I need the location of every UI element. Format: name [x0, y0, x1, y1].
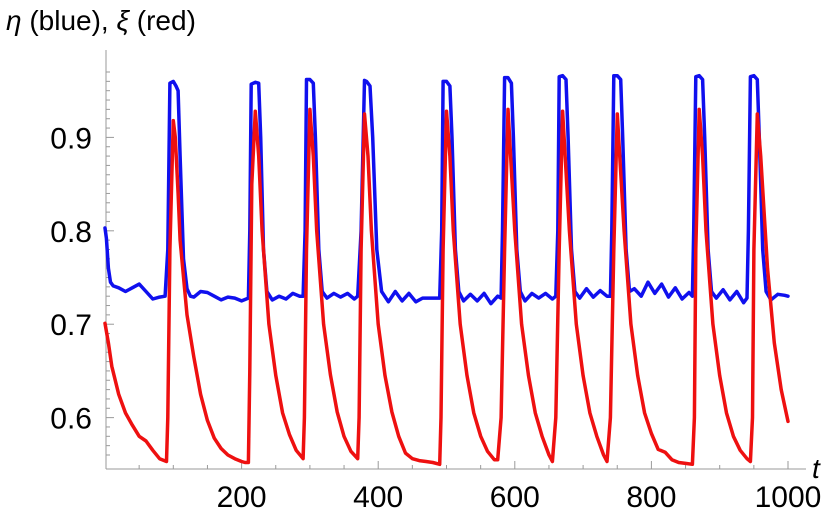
y-axis-title-blue: (blue), [22, 5, 117, 36]
axes: 200 400 600 800 1000 0.6 0.7 0.8 0.9 [50, 50, 821, 514]
y-tick-label: 0.9 [50, 122, 92, 155]
y-axis-title-eta: η [6, 5, 22, 36]
x-tick-label: 600 [490, 481, 540, 514]
series-xi-red-line [103, 107, 790, 467]
y-tick-label: 0.8 [50, 216, 92, 249]
x-tick-label: 200 [217, 481, 267, 514]
series-layer [103, 73, 790, 467]
y-tick-label: 0.6 [50, 403, 92, 436]
x-tick-label: 400 [353, 481, 403, 514]
series-eta-blue-line [103, 73, 790, 306]
y-axis-title: η (blue), ξ (red) [6, 5, 196, 36]
y-axis-title-red: (red) [129, 5, 196, 36]
y-tick-label: 0.7 [50, 309, 92, 342]
x-axis-title: t [812, 453, 821, 484]
y-axis-title-xi: ξ [116, 5, 130, 36]
x-tick-label: 800 [626, 481, 676, 514]
x-tick-label: 1000 [755, 481, 822, 514]
